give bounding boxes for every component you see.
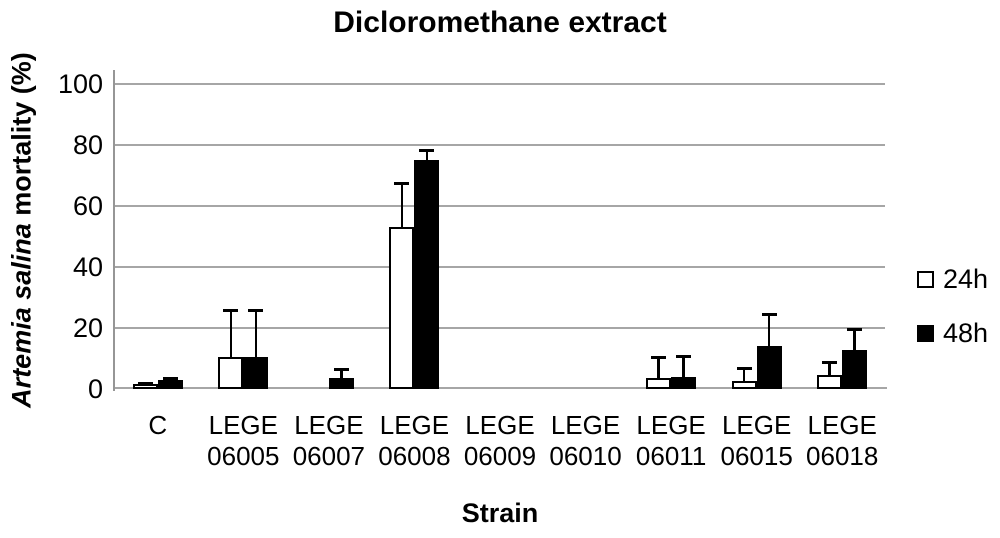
bar-48h-LEGE-06015 [756, 346, 782, 389]
y-tick-label-100: 100 [57, 69, 103, 99]
x-tick-label-LEGE-06018: LEGE 06018 [799, 410, 885, 472]
legend-item-24h: 24h [917, 266, 988, 293]
legend-label-48h: 48h [943, 318, 989, 348]
error-bar-line-48h-LEGE-06015 [767, 314, 771, 347]
x-tick-label-line: 06009 [463, 441, 537, 471]
bar-48h-LEGE-06011 [671, 377, 697, 389]
bar-48h-LEGE-06005 [243, 356, 269, 389]
x-tick-label-line: 06015 [720, 441, 793, 471]
x-tick-label-LEGE-06005: LEGE 06005 [201, 410, 287, 472]
x-tick-label-LEGE-06007: LEGE 06007 [286, 410, 372, 472]
bar-48h-C [157, 380, 183, 389]
chart-title: Dicloromethane extract [333, 6, 667, 39]
x-tick-label-line: LEGE [636, 410, 706, 440]
y-tick-label-60: 60 [72, 191, 103, 221]
y-tick-label-20: 20 [72, 313, 103, 343]
gridline-80 [115, 144, 885, 146]
plot-area [115, 83, 887, 389]
error-bar-cap-24h-LEGE-06018 [822, 360, 838, 364]
error-bar-line-48h-LEGE-06007 [340, 368, 343, 379]
gridline-40 [115, 266, 885, 268]
bar-24h-LEGE-06008 [389, 227, 415, 389]
error-bar-line-48h-LEGE-06005 [254, 309, 258, 357]
y-tick-label-0: 0 [87, 374, 103, 404]
x-tick-label-line: 06005 [207, 441, 280, 471]
bar-24h-LEGE-06011 [646, 378, 672, 389]
error-bar-line-24h-LEGE-06005 [229, 309, 233, 357]
x-tick-label-line: LEGE [721, 410, 792, 440]
error-bar-cap-24h-LEGE-06011 [651, 355, 667, 359]
bar-24h-LEGE-06015 [731, 381, 757, 389]
y-tick-label-40: 40 [72, 252, 103, 282]
error-bar-line-48h-LEGE-06011 [682, 355, 685, 378]
error-bar-cap-24h-C [137, 381, 153, 385]
x-tick-label-LEGE-06010: LEGE 06010 [543, 410, 629, 472]
x-tick-label-line: C [148, 410, 168, 440]
error-bar-line-24h-LEGE-06018 [828, 361, 831, 376]
legend-item-48h: 48h [917, 320, 988, 347]
gridline-20 [115, 327, 885, 329]
x-axis-label: Strain [461, 498, 539, 528]
bar-48h-LEGE-06008 [414, 160, 440, 389]
x-tick-label-C: C [115, 410, 201, 441]
bar-48h-LEGE-06007 [328, 378, 354, 389]
gridline-100 [115, 83, 885, 85]
error-bar-line-48h-LEGE-06018 [853, 329, 856, 350]
bar-48h-LEGE-06018 [842, 349, 868, 389]
x-tick-label-line: LEGE [208, 410, 278, 440]
legend-swatch-filled-icon [917, 325, 934, 342]
error-bar-cap-48h-LEGE-06007 [333, 367, 349, 371]
error-bar-line-48h-LEGE-06008 [425, 149, 429, 161]
legend: 24h 48h [917, 266, 988, 374]
x-tick-label-line: LEGE [465, 410, 535, 440]
error-bar-cap-48h-LEGE-06005 [248, 308, 264, 312]
x-tick-label-line: 06018 [806, 441, 879, 471]
x-tick-label-line: 06007 [292, 441, 366, 471]
error-bar-cap-48h-LEGE-06011 [676, 354, 692, 358]
x-tick-label-line: 06010 [549, 441, 622, 471]
gridline-60 [115, 205, 885, 207]
x-tick-label-LEGE-06011: LEGE 06011 [628, 410, 714, 472]
x-tick-label-LEGE-06015: LEGE 06015 [714, 410, 800, 472]
error-bar-line-24h-LEGE-06011 [657, 356, 660, 378]
bar-24h-LEGE-06018 [817, 375, 843, 389]
y-tick-labels: 0 20 40 60 80 100 [0, 69, 103, 404]
error-bar-cap-48h-LEGE-06008 [419, 148, 435, 152]
error-bar-cap-24h-LEGE-06005 [223, 308, 239, 312]
x-tick-label-line: 06011 [635, 441, 707, 471]
y-axis-line [113, 70, 115, 391]
bar-24h-LEGE-06005 [218, 356, 244, 389]
x-tick-label-line: LEGE [550, 410, 621, 440]
x-tick-label-line: 06008 [378, 441, 451, 471]
x-axis-baseline [115, 387, 887, 389]
legend-label-24h: 24h [943, 264, 989, 294]
error-bar-cap-24h-LEGE-06008 [394, 182, 410, 186]
y-tick-label-80: 80 [72, 130, 103, 160]
x-tick-label-LEGE-06009: LEGE 06009 [457, 410, 543, 472]
x-tick-label-line: LEGE [379, 410, 450, 440]
error-bar-line-24h-LEGE-06015 [742, 367, 746, 382]
legend-swatch-open-icon [917, 271, 934, 288]
error-bar-cap-48h-LEGE-06018 [847, 328, 863, 332]
error-bar-line-24h-LEGE-06008 [400, 183, 404, 228]
error-bar-cap-24h-LEGE-06015 [736, 366, 752, 370]
bar-24h-C [132, 384, 158, 389]
x-tick-label-line: LEGE [294, 410, 364, 440]
x-tick-label-line: LEGE [807, 410, 877, 440]
x-tick-label-LEGE-06008: LEGE 06008 [372, 410, 458, 472]
error-bar-cap-48h-C [162, 377, 178, 381]
error-bar-cap-48h-LEGE-06015 [761, 313, 777, 317]
